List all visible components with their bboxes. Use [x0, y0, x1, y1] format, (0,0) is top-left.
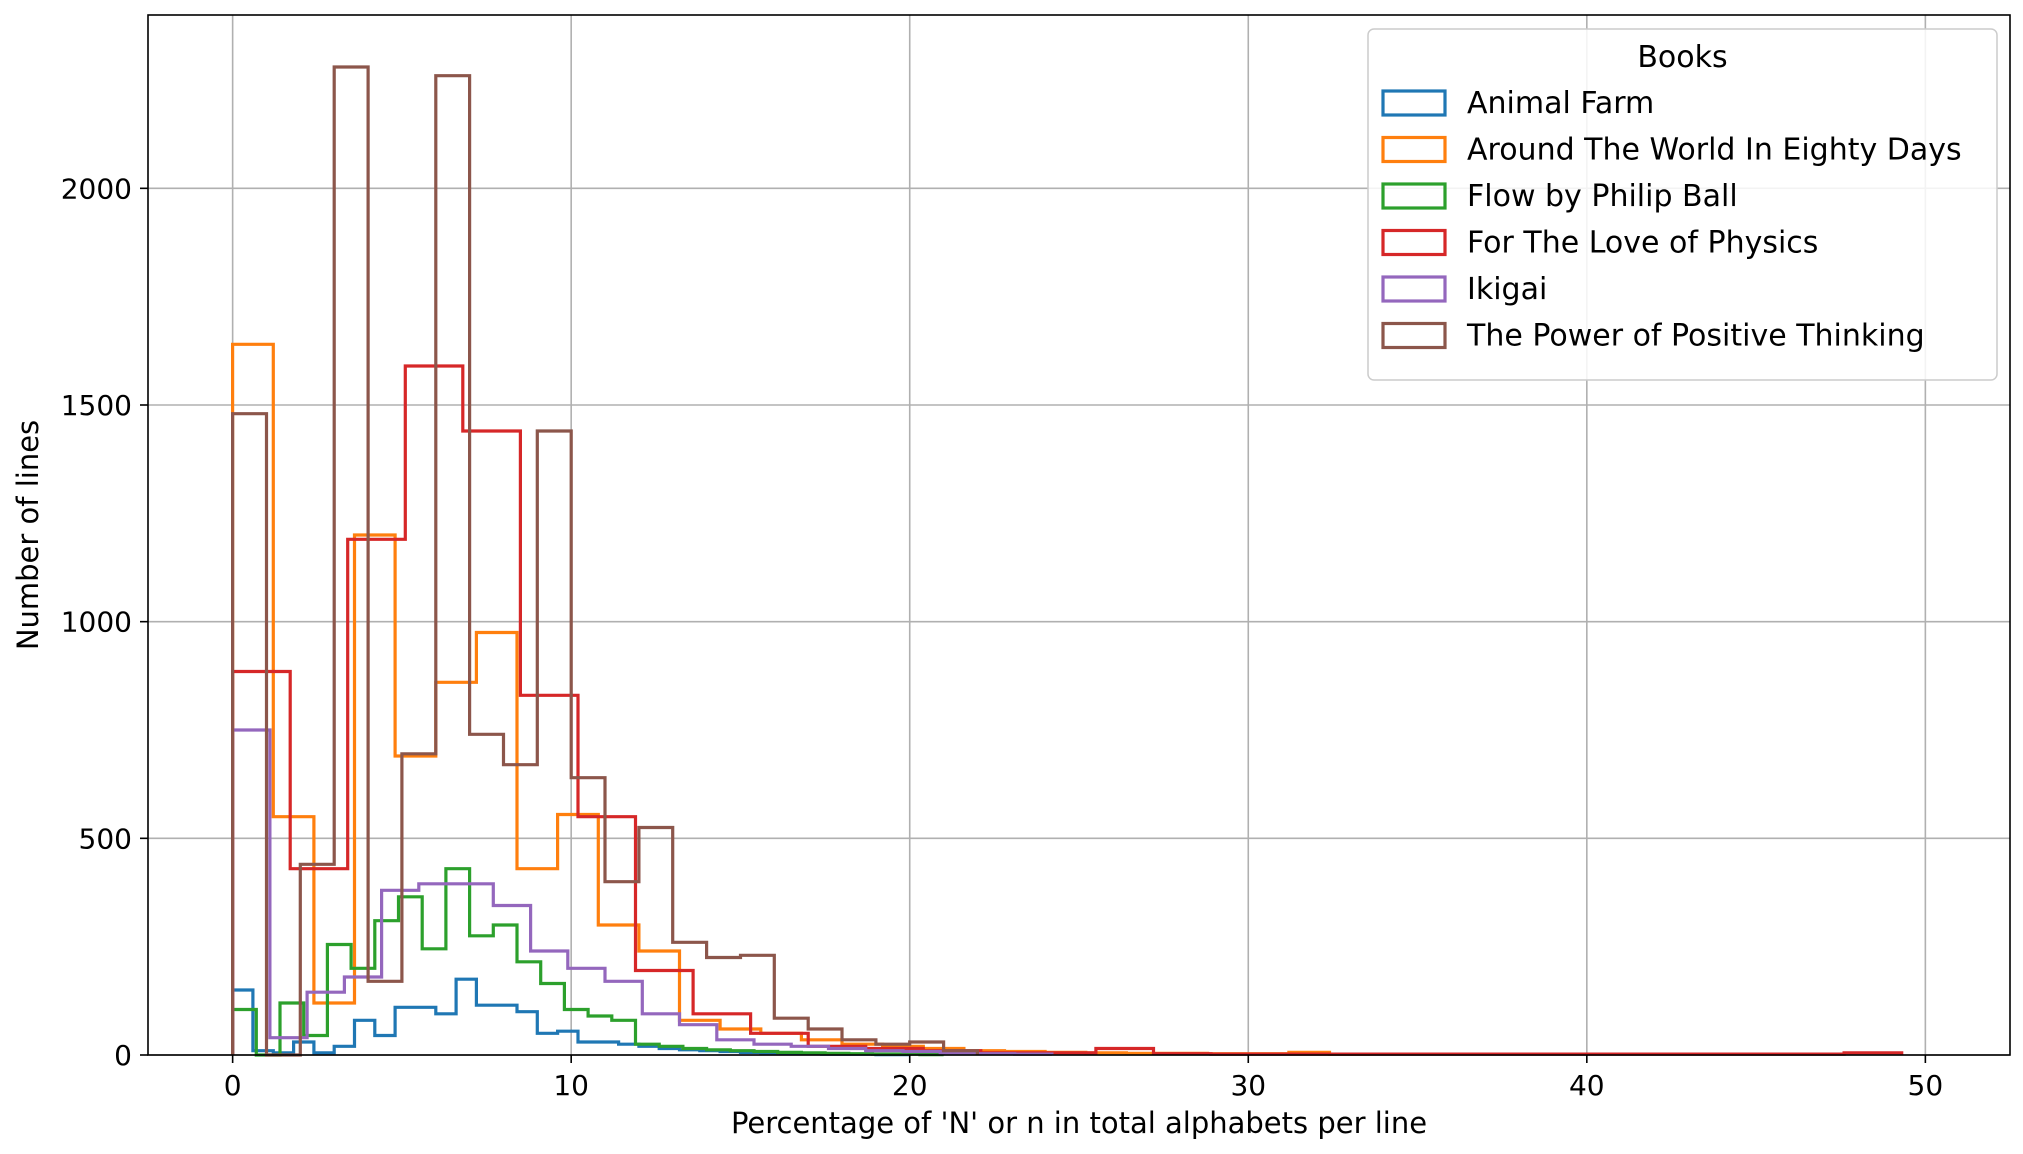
histogram-series-3 — [231, 364, 1904, 1056]
legend-swatch — [1381, 135, 1447, 164]
y-tick-label: 1000 — [61, 606, 132, 639]
legend-swatch — [1381, 89, 1447, 117]
legend-label: Around The World In Eighty Days — [1467, 133, 1962, 168]
histogram-series-2 — [231, 867, 946, 1057]
x-axis-label: Percentage of 'N' or n in total alphabet… — [731, 1106, 1427, 1140]
plot-frame — [147, 14, 2011, 1056]
legend-label: Animal Farm — [1467, 86, 1654, 121]
legend-swatch — [1381, 321, 1447, 350]
y-axis-label: Number of lines — [11, 420, 45, 650]
x-tick-label: 40 — [1569, 1069, 1605, 1102]
histogram-series-5 — [231, 65, 979, 1057]
legend-swatch — [1381, 228, 1447, 257]
y-axis-ticks: 0 500 1000 1500 2000 — [61, 172, 148, 1072]
legend-label: For The Love of Physics — [1467, 226, 1818, 261]
legend-swatch — [1381, 275, 1447, 303]
legend-box — [1367, 28, 1998, 381]
x-tick-label: 0 — [224, 1069, 242, 1102]
x-tick-label: 20 — [892, 1069, 928, 1102]
legend-label: Ikigai — [1467, 272, 1547, 307]
x-axis-ticks: 0 10 20 30 40 50 — [224, 1055, 1943, 1102]
histogram-series — [231, 65, 1904, 1057]
y-tick-label: 1500 — [61, 389, 132, 422]
y-tick-label: 500 — [79, 822, 132, 855]
x-tick-label: 10 — [553, 1069, 589, 1102]
y-tick-label: 2000 — [61, 172, 132, 205]
histogram-series-4 — [231, 728, 1054, 1056]
legend-swatch — [1381, 182, 1447, 210]
x-tick-label: 30 — [1230, 1069, 1266, 1102]
legend: Books Animal Farm Around The World In Eig… — [1367, 28, 1998, 381]
legend-items: Animal Farm Around The World In Eighty Da… — [1381, 86, 1962, 354]
legend-label: Flow by Philip Ball — [1467, 179, 1738, 214]
y-tick-label: 0 — [114, 1039, 132, 1072]
x-tick-label: 50 — [1908, 1069, 1944, 1102]
legend-label: The Power of Positive Thinking — [1466, 319, 1925, 354]
legend-title: Books — [1637, 40, 1727, 75]
